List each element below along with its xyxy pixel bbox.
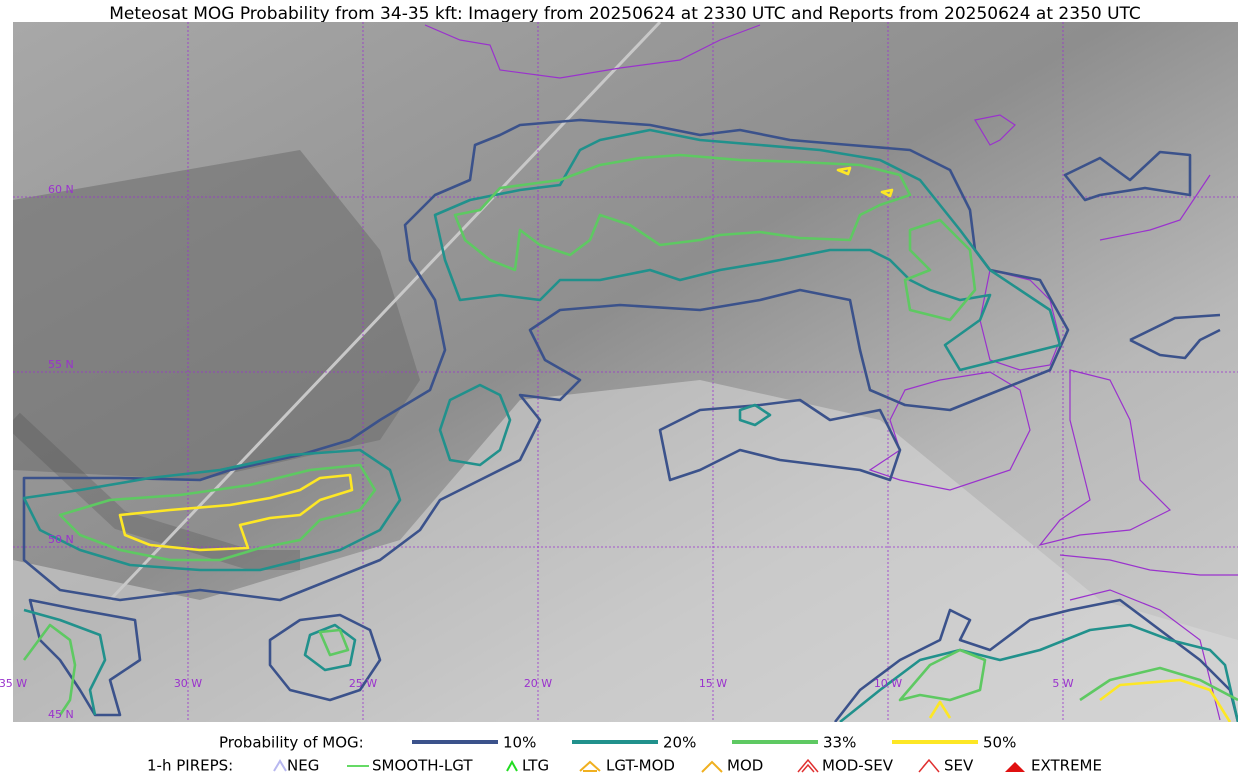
contour-10	[833, 598, 1238, 722]
contour-20	[303, 623, 357, 672]
coastline	[1038, 369, 1172, 547]
contour-20	[433, 128, 1062, 372]
legend-label: MOD	[727, 757, 763, 775]
contour-20	[738, 403, 772, 427]
pirep-icon	[918, 758, 940, 773]
pirep-icon	[701, 760, 723, 773]
title: Meteosat MOG Probability from 34-35 kft:…	[109, 4, 1141, 24]
contour-33	[22, 623, 77, 716]
longitude-label: 35 W	[0, 677, 27, 690]
latitude-label: 45 N	[48, 708, 74, 721]
latitude-label: 60 N	[48, 183, 74, 196]
longitude-labels: 35 W 30 W 25 W 20 W 15 W 10 W 5 W	[0, 677, 1074, 690]
contour-20	[839, 623, 1238, 722]
legend-title: Probability of MOG:	[219, 734, 364, 752]
contour-10	[28, 598, 142, 717]
contour-10	[1129, 313, 1221, 360]
latitude-label: 50 N	[48, 533, 74, 546]
contour-33	[58, 463, 377, 562]
contour-20	[438, 383, 512, 467]
contour-33	[903, 218, 977, 322]
contour-50	[118, 473, 354, 552]
pirep-icon	[506, 759, 518, 772]
coastline	[974, 114, 1016, 146]
latitude-label: 55 N	[48, 358, 74, 371]
probability-legend: 10% 20% 33% 50%	[412, 734, 1016, 752]
longitude-label: 20 W	[524, 677, 552, 690]
contours	[22, 118, 1238, 722]
pirep-icon	[797, 758, 819, 773]
legend-label: EXTREME	[1031, 757, 1102, 775]
contrail	[108, 22, 662, 602]
map: 60 N 55 N 50 N 45 N	[13, 22, 1238, 722]
contour-20	[22, 448, 402, 572]
bright-cloud	[13, 380, 1238, 722]
pirep-icon	[1005, 762, 1025, 772]
longitude-label: 10 W	[874, 677, 902, 690]
coastline	[1099, 174, 1211, 241]
coastline	[424, 24, 761, 79]
coastline	[979, 269, 1061, 371]
legend-label: 20%	[663, 734, 696, 752]
contour-50	[928, 678, 1232, 722]
graticule	[13, 22, 1238, 722]
longitude-label: 15 W	[699, 677, 727, 690]
contour-10	[22, 118, 1070, 602]
legend-label: MOD-SEV	[822, 757, 894, 775]
contour-33	[898, 648, 1238, 702]
legend-title: 1-h PIREPS:	[147, 757, 233, 775]
legend: Probability of MOG: 10% 20% 33% 50% 1-h PIR…	[147, 734, 1102, 775]
shadow	[13, 412, 300, 570]
pirep-icon	[579, 760, 601, 772]
legend-label: 10%	[503, 734, 536, 752]
contour-10	[658, 398, 902, 482]
pirep-icon	[273, 759, 287, 772]
legend-label: LGT-MOD	[606, 757, 675, 775]
legend-label: 33%	[823, 734, 856, 752]
longitude-label: 30 W	[174, 677, 202, 690]
contour-33	[453, 153, 912, 272]
longitude-label: 5 W	[1052, 677, 1073, 690]
longitude-label: 25 W	[349, 677, 377, 690]
contour-20	[23, 608, 107, 716]
legend-label: 50%	[983, 734, 1016, 752]
contour-10	[1063, 150, 1192, 202]
dark-band	[13, 150, 420, 480]
contour-33	[318, 628, 350, 657]
legend-label: SEV	[944, 757, 974, 775]
contour-10	[268, 613, 382, 702]
legend-label: SMOOTH-LGT	[372, 757, 473, 775]
legend-label: LTG	[522, 757, 549, 775]
legend-label: NEG	[287, 757, 319, 775]
contour-50	[836, 166, 894, 198]
pirep-icons	[273, 758, 1025, 773]
